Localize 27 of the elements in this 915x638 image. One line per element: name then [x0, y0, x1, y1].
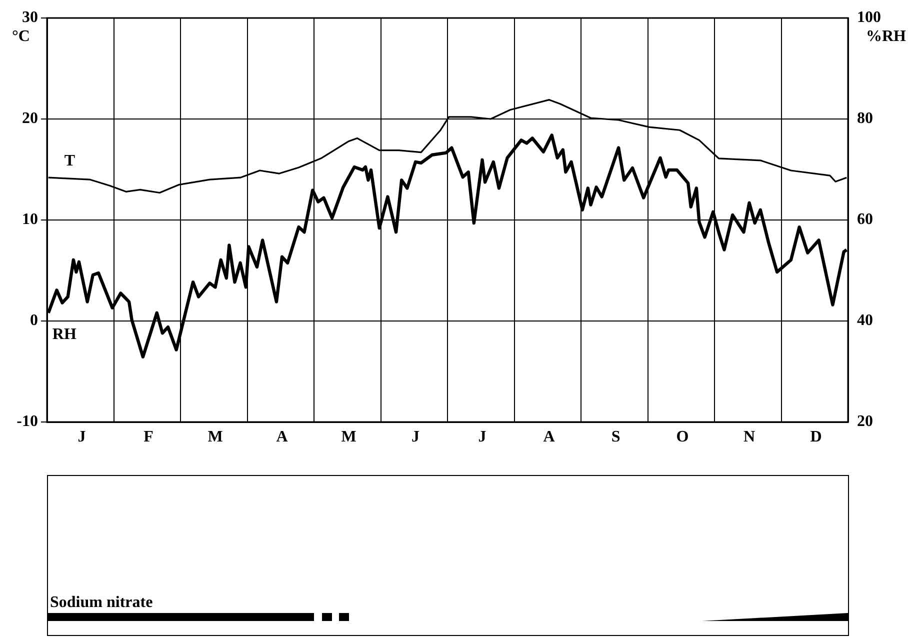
y2-tick-label: 100: [857, 9, 881, 26]
x-tick-label: S: [611, 428, 620, 446]
y-tick-label: 20: [22, 110, 38, 128]
x-tick-label: F: [144, 428, 154, 446]
y-tick-label: 30: [22, 9, 38, 26]
x-tick-label: J: [478, 428, 486, 446]
series-label: T: [64, 152, 76, 170]
y2-axis-title: %RH: [866, 28, 906, 46]
y-tick-label: 0: [30, 312, 38, 330]
x-tick-label: A: [276, 428, 288, 446]
y2-tick-label: 20: [857, 413, 873, 430]
y-tick-label: -10: [16, 413, 38, 430]
y-axis-title: °C: [12, 28, 30, 46]
x-tick-label: O: [676, 428, 689, 446]
x-tick-label: J: [412, 428, 420, 446]
x-tick-label: A: [543, 428, 556, 446]
x-tick-label: N: [743, 428, 756, 446]
x-tick-label: M: [208, 428, 223, 446]
y2-tick-label: 80: [857, 110, 873, 128]
x-tick-label: D: [810, 428, 822, 446]
y-tick-label: 10: [22, 211, 38, 228]
x-tick-label: M: [341, 428, 356, 446]
text: Sodium nitrate: [50, 594, 153, 612]
y2-tick-label: 60: [857, 211, 873, 228]
series-label: RH: [52, 326, 77, 344]
x-tick-label: J: [78, 428, 86, 446]
y2-tick-label: 40: [857, 312, 873, 330]
